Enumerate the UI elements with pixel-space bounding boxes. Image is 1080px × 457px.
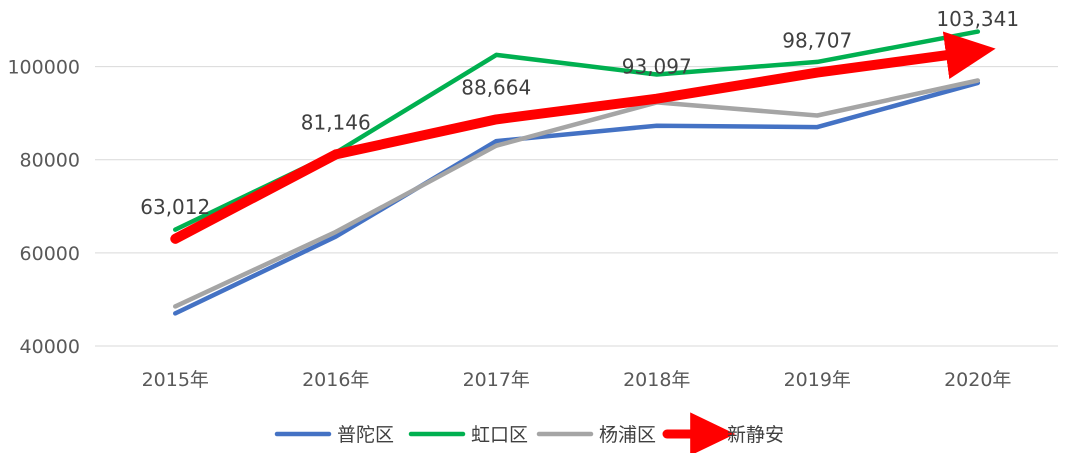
series-0-point xyxy=(173,311,178,316)
legend-item-1[interactable]: 虹口区 xyxy=(408,424,528,446)
x-tick-label: 2019年 xyxy=(784,369,851,391)
y-axis: 40000 60000 80000 100000 xyxy=(7,57,80,358)
y-tick-label: 100000 xyxy=(7,57,80,79)
x-axis: 2015年 2016年 2017年 2018年 2019年 2020年 xyxy=(142,369,1012,391)
series-2-point xyxy=(494,143,499,148)
series-1-point xyxy=(173,227,178,232)
data-label: 63,012 xyxy=(140,195,210,219)
x-tick-label: 2015年 xyxy=(142,369,209,391)
x-tick-label: 2017年 xyxy=(463,369,530,391)
legend-item-2[interactable]: 杨浦区 xyxy=(536,424,656,446)
series-1-point xyxy=(815,59,820,64)
x-tick-label: 2018年 xyxy=(623,369,690,391)
series-line-3 xyxy=(170,31,996,244)
series-1-point xyxy=(654,72,659,77)
data-label-layer: 63,012 81,146 88,664 93,097 98,707 103,341 xyxy=(140,7,1019,219)
series-3-point xyxy=(331,149,341,159)
series-line-1 xyxy=(173,29,981,232)
series-3-point xyxy=(973,46,983,56)
legend-item-0[interactable]: 普陀区 xyxy=(274,424,394,446)
data-label: 103,341 xyxy=(936,7,1019,31)
data-label: 81,146 xyxy=(301,110,371,134)
series-1-point xyxy=(494,52,499,57)
series-3-point xyxy=(812,68,822,78)
legend-label: 普陀区 xyxy=(337,424,394,446)
series-0-point xyxy=(815,125,820,130)
y-tick-label: 80000 xyxy=(20,150,80,172)
series-layer xyxy=(170,29,996,316)
series-3-point xyxy=(652,94,662,104)
series-0-point xyxy=(654,123,659,128)
series-3-point xyxy=(491,114,501,124)
data-label: 98,707 xyxy=(782,29,852,53)
x-tick-label: 2016年 xyxy=(302,369,369,391)
series-line-2 xyxy=(173,78,981,309)
series-2-point xyxy=(173,304,178,309)
series-2-point xyxy=(333,229,338,234)
legend: 普陀区 虹口区 杨浦区 新静安 xyxy=(274,412,784,456)
series-line-0 xyxy=(173,80,981,316)
series-0-point xyxy=(333,234,338,239)
series-3-point xyxy=(170,234,180,244)
y-tick-label: 40000 xyxy=(20,336,80,358)
data-label: 88,664 xyxy=(461,75,531,99)
series-2-point xyxy=(975,78,980,83)
legend-label: 虹口区 xyxy=(471,424,528,446)
series-0-point xyxy=(494,139,499,144)
x-tick-label: 2020年 xyxy=(944,369,1011,391)
legend-label: 新静安 xyxy=(727,424,784,446)
y-tick-label: 60000 xyxy=(20,243,80,265)
legend-label: 杨浦区 xyxy=(599,424,656,446)
data-label: 93,097 xyxy=(622,55,692,79)
legend-item-3[interactable]: 新静安 xyxy=(662,412,784,456)
series-2-point xyxy=(815,113,820,118)
